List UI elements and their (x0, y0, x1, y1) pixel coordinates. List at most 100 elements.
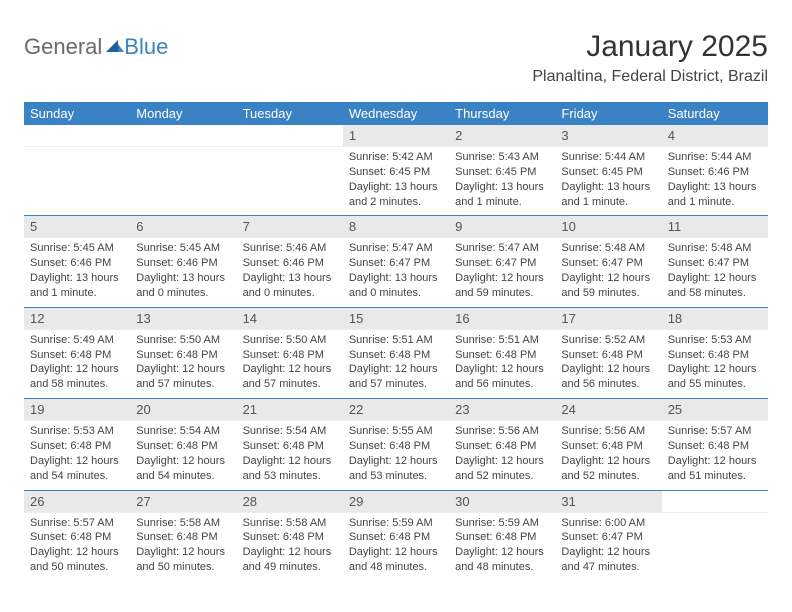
daylight-text: Daylight: 13 hours and 0 minutes. (243, 271, 337, 301)
daylight-text: Daylight: 12 hours and 55 minutes. (668, 362, 762, 392)
day-data: Sunrise: 5:47 AMSunset: 6:47 PMDaylight:… (343, 238, 449, 306)
calendar-day-cell: 17Sunrise: 5:52 AMSunset: 6:48 PMDayligh… (555, 307, 661, 398)
calendar-day-cell: 23Sunrise: 5:56 AMSunset: 6:48 PMDayligh… (449, 399, 555, 490)
day-number: 14 (237, 308, 343, 330)
sunrise-text: Sunrise: 5:48 AM (561, 241, 655, 256)
sunset-text: Sunset: 6:48 PM (30, 348, 124, 363)
day-data: Sunrise: 5:51 AMSunset: 6:48 PMDaylight:… (343, 330, 449, 398)
calendar-day-cell: 8Sunrise: 5:47 AMSunset: 6:47 PMDaylight… (343, 216, 449, 307)
calendar-day-cell (130, 125, 236, 216)
day-data: Sunrise: 5:48 AMSunset: 6:47 PMDaylight:… (662, 238, 768, 306)
calendar-table: SundayMondayTuesdayWednesdayThursdayFrid… (24, 102, 768, 581)
day-number: 10 (555, 216, 661, 238)
sunrise-text: Sunrise: 5:51 AM (349, 333, 443, 348)
sunrise-text: Sunrise: 5:45 AM (136, 241, 230, 256)
day-number: 15 (343, 308, 449, 330)
calendar-day-cell: 3Sunrise: 5:44 AMSunset: 6:45 PMDaylight… (555, 125, 661, 216)
daylight-text: Daylight: 12 hours and 48 minutes. (349, 545, 443, 575)
sunset-text: Sunset: 6:47 PM (561, 256, 655, 271)
sunrise-text: Sunrise: 5:50 AM (136, 333, 230, 348)
sunset-text: Sunset: 6:47 PM (455, 256, 549, 271)
day-number: 31 (555, 491, 661, 513)
daylight-text: Daylight: 12 hours and 50 minutes. (136, 545, 230, 575)
sunrise-text: Sunrise: 5:44 AM (668, 150, 762, 165)
daylight-text: Daylight: 13 hours and 1 minute. (455, 180, 549, 210)
daylight-text: Daylight: 12 hours and 48 minutes. (455, 545, 549, 575)
sunrise-text: Sunrise: 5:59 AM (455, 516, 549, 531)
daylight-text: Daylight: 13 hours and 1 minute. (30, 271, 124, 301)
sunset-text: Sunset: 6:48 PM (136, 439, 230, 454)
daylight-text: Daylight: 12 hours and 59 minutes. (561, 271, 655, 301)
sunrise-text: Sunrise: 5:57 AM (30, 516, 124, 531)
sunset-text: Sunset: 6:48 PM (349, 439, 443, 454)
calendar-day-cell: 27Sunrise: 5:58 AMSunset: 6:48 PMDayligh… (130, 490, 236, 581)
day-number: 11 (662, 216, 768, 238)
sail-icon (104, 36, 124, 58)
calendar-day-cell: 10 Sunrise: 5:48 AMSunset: 6:47 PMDayligh… (555, 216, 661, 307)
sunrise-text: Sunrise: 5:53 AM (668, 333, 762, 348)
sunset-text: Sunset: 6:48 PM (243, 348, 337, 363)
day-number: 30 (449, 491, 555, 513)
day-data: Sunrise: 5:44 AMSunset: 6:45 PMDaylight:… (555, 147, 661, 215)
day-data: Sunrise: 5:50 AMSunset: 6:48 PMDaylight:… (130, 330, 236, 398)
sunrise-text: Sunrise: 5:48 AM (668, 241, 762, 256)
weekday-header-row: SundayMondayTuesdayWednesdayThursdayFrid… (24, 102, 768, 125)
calendar-day-cell: 4Sunrise: 5:44 AMSunset: 6:46 PMDaylight… (662, 125, 768, 216)
sunset-text: Sunset: 6:48 PM (455, 348, 549, 363)
calendar-week-row: 26Sunrise: 5:57 AMSunset: 6:48 PMDayligh… (24, 490, 768, 581)
calendar-day-cell: 12Sunrise: 5:49 AMSunset: 6:48 PMDayligh… (24, 307, 130, 398)
sunset-text: Sunset: 6:47 PM (561, 530, 655, 545)
daylight-text: Daylight: 12 hours and 54 minutes. (136, 454, 230, 484)
brand-part1: General (24, 36, 102, 58)
day-data: Sunrise: 5:47 AMSunset: 6:47 PMDaylight:… (449, 238, 555, 306)
sunrise-text: Sunrise: 5:57 AM (668, 424, 762, 439)
day-data: Sunrise: 5:42 AMSunset: 6:45 PMDaylight:… (343, 147, 449, 215)
sunset-text: Sunset: 6:48 PM (561, 348, 655, 363)
day-number: 19 (24, 399, 130, 421)
daylight-text: Daylight: 12 hours and 54 minutes. (30, 454, 124, 484)
weekday-header: Sunday (24, 102, 130, 125)
day-number: 9 (449, 216, 555, 238)
sunset-text: Sunset: 6:48 PM (349, 348, 443, 363)
day-data: Sunrise: 5:51 AMSunset: 6:48 PMDaylight:… (449, 330, 555, 398)
day-number: 18 (662, 308, 768, 330)
day-number: 21 (237, 399, 343, 421)
calendar-day-cell: 11Sunrise: 5:48 AMSunset: 6:47 PMDayligh… (662, 216, 768, 307)
header: General Blue January 2025 Planaltina, Fe… (24, 30, 768, 86)
daylight-text: Daylight: 12 hours and 52 minutes. (455, 454, 549, 484)
calendar-day-cell (24, 125, 130, 216)
sunrise-text: Sunrise: 5:50 AM (243, 333, 337, 348)
calendar-day-cell: 18Sunrise: 5:53 AMSunset: 6:48 PMDayligh… (662, 307, 768, 398)
calendar-body: 1Sunrise: 5:42 AMSunset: 6:45 PMDaylight… (24, 125, 768, 581)
day-data: Sunrise: 5:59 AMSunset: 6:48 PMDaylight:… (343, 513, 449, 581)
calendar-day-cell: 15Sunrise: 5:51 AMSunset: 6:48 PMDayligh… (343, 307, 449, 398)
day-number: 7 (237, 216, 343, 238)
sunrise-text: Sunrise: 5:47 AM (349, 241, 443, 256)
day-number: 26 (24, 491, 130, 513)
sunset-text: Sunset: 6:48 PM (136, 348, 230, 363)
day-number: 6 (130, 216, 236, 238)
calendar-day-cell: 5Sunrise: 5:45 AMSunset: 6:46 PMDaylight… (24, 216, 130, 307)
day-number: 28 (237, 491, 343, 513)
calendar-week-row: 12Sunrise: 5:49 AMSunset: 6:48 PMDayligh… (24, 307, 768, 398)
daylight-text: Daylight: 12 hours and 58 minutes. (668, 271, 762, 301)
daylight-text: Daylight: 13 hours and 1 minute. (668, 180, 762, 210)
day-data: Sunrise: 5:59 AMSunset: 6:48 PMDaylight:… (449, 513, 555, 581)
day-data: Sunrise: 5:45 AMSunset: 6:46 PMDaylight:… (130, 238, 236, 306)
calendar-week-row: 19Sunrise: 5:53 AMSunset: 6:48 PMDayligh… (24, 399, 768, 490)
daylight-text: Daylight: 13 hours and 0 minutes. (349, 271, 443, 301)
sunrise-text: Sunrise: 5:54 AM (243, 424, 337, 439)
day-data: Sunrise: 5:53 AMSunset: 6:48 PMDaylight:… (662, 330, 768, 398)
calendar-day-cell: 14Sunrise: 5:50 AMSunset: 6:48 PMDayligh… (237, 307, 343, 398)
sunrise-text: Sunrise: 5:44 AM (561, 150, 655, 165)
weekday-header: Monday (130, 102, 236, 125)
calendar-day-cell: 13Sunrise: 5:50 AMSunset: 6:48 PMDayligh… (130, 307, 236, 398)
calendar-day-cell: 26Sunrise: 5:57 AMSunset: 6:48 PMDayligh… (24, 490, 130, 581)
day-number: 27 (130, 491, 236, 513)
day-data: Sunrise: 5:49 AMSunset: 6:48 PMDaylight:… (24, 330, 130, 398)
calendar-week-row: 1Sunrise: 5:42 AMSunset: 6:45 PMDaylight… (24, 125, 768, 216)
day-data: Sunrise: 5:56 AMSunset: 6:48 PMDaylight:… (555, 421, 661, 489)
sunset-text: Sunset: 6:46 PM (668, 165, 762, 180)
day-data: Sunrise: 5:58 AMSunset: 6:48 PMDaylight:… (130, 513, 236, 581)
sunrise-text: Sunrise: 5:58 AM (243, 516, 337, 531)
